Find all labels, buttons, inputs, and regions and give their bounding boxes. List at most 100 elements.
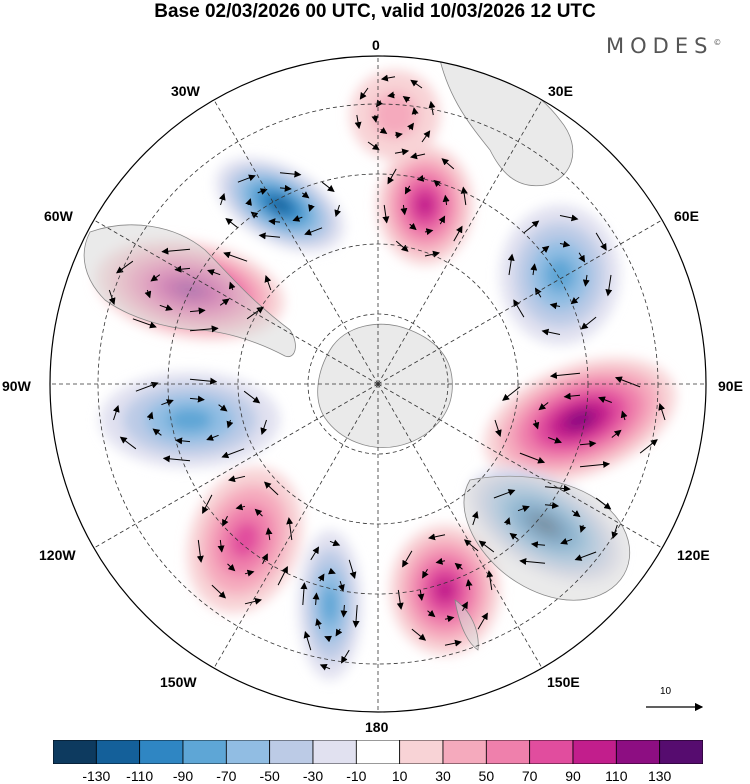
latitude-circle [167, 173, 589, 595]
wind-vector [611, 524, 619, 540]
wind-vector [620, 410, 628, 421]
wind-vector [394, 131, 403, 139]
wind-vector [359, 87, 369, 100]
wind-vector [578, 252, 586, 263]
wind-vector [461, 601, 468, 611]
wind-vector [189, 377, 218, 385]
wind-vector [321, 181, 335, 193]
wind-vector [196, 539, 204, 563]
wind-vector [410, 79, 423, 89]
wind-vector [560, 538, 573, 545]
meridian-line [377, 98, 544, 385]
map-disk [50, 56, 706, 712]
wind-vector [548, 436, 562, 444]
wind-vector [263, 481, 279, 496]
wind-vector [422, 569, 429, 579]
wind-vector [394, 148, 410, 156]
meridian-line [377, 383, 544, 670]
wind-vector [410, 152, 426, 160]
wind-vector [257, 188, 268, 195]
wind-vector [308, 204, 315, 212]
wind-vector [159, 304, 173, 311]
wind-vector [319, 663, 331, 671]
wind-vector [219, 298, 230, 306]
wind-vector [541, 328, 561, 336]
wind-vector [303, 630, 312, 651]
wind-vector [595, 497, 612, 510]
wind-vector [442, 194, 450, 206]
lon-label-60e: 60E [674, 208, 699, 224]
wind-vector [301, 191, 310, 199]
wind-vector [598, 396, 612, 404]
wind-vector [544, 501, 560, 509]
wind-vector [486, 570, 494, 591]
wind-vector [544, 485, 571, 493]
wind-vector [264, 275, 272, 291]
wind-vector [175, 437, 191, 445]
wind-vector [463, 539, 479, 552]
wind-vector [144, 289, 152, 299]
wind-vector [441, 158, 455, 170]
wind-vector [315, 618, 322, 630]
lon-label-180: 180 [365, 719, 389, 735]
wind-vector [260, 419, 268, 435]
colorbar-swatch [615, 740, 661, 764]
wind-vector [454, 562, 463, 571]
wind-vector [444, 615, 455, 623]
meridian-line [377, 218, 664, 385]
wind-vector [206, 434, 219, 441]
wind-vector [161, 247, 191, 255]
colorbar-tick-label: 10 [391, 768, 408, 784]
wind-vector [571, 510, 581, 518]
wind-vector [367, 141, 380, 151]
australia [463, 475, 631, 601]
wind-vector [493, 489, 516, 499]
wind-vector [595, 232, 607, 251]
wind-vector [334, 204, 342, 218]
wind-vector [579, 440, 597, 448]
wind-vector [411, 107, 419, 116]
wind-vector [119, 436, 137, 450]
colorbar-swatch [572, 740, 617, 764]
wind-vector [402, 96, 411, 103]
colorbar-swatch [269, 740, 314, 764]
wind-vector [222, 515, 229, 527]
wind-vector [221, 448, 245, 459]
wind-vector [218, 192, 226, 206]
anomaly-contour-a1 [269, 197, 291, 213]
wind-vector [580, 316, 597, 330]
wind-vector [254, 508, 263, 517]
meridian-line [377, 383, 664, 550]
wind-vector [228, 281, 236, 291]
wind-vector [540, 245, 550, 254]
wind-vector [226, 419, 234, 429]
wind-vector [435, 557, 446, 565]
colorbar-tick-label: -70 [216, 768, 237, 784]
wind-vector [605, 274, 613, 297]
colorbar-tick-label: 50 [478, 768, 495, 784]
logo-text: MODES [606, 34, 714, 58]
colorbar-swatch [659, 740, 703, 764]
wind-vector [538, 402, 549, 411]
latitude-circle [237, 243, 519, 525]
wind-vector [152, 428, 162, 436]
wind-vector [534, 287, 542, 298]
lon-label-0: 0 [372, 37, 380, 53]
wind-vector [135, 381, 159, 392]
wind-vector [411, 628, 427, 641]
wind-vector [387, 168, 397, 185]
wind-vector [279, 170, 302, 178]
lon-label-60w: 60W [44, 208, 73, 224]
wind-vector [428, 533, 446, 541]
wind-vector [243, 390, 261, 404]
colorbar-tick-label: 110 [605, 768, 628, 784]
wind-vector [207, 269, 221, 276]
colorbar-tick-label: -90 [172, 768, 194, 784]
colorbar-tick-label: 70 [521, 768, 538, 784]
wind-vector [348, 559, 357, 580]
colorbar-swatch [312, 740, 357, 764]
anomaly-contour-a10 [322, 586, 338, 624]
wind-vector [112, 405, 120, 421]
wind-vector [189, 307, 206, 315]
modes-logo: MODES© [606, 34, 721, 58]
